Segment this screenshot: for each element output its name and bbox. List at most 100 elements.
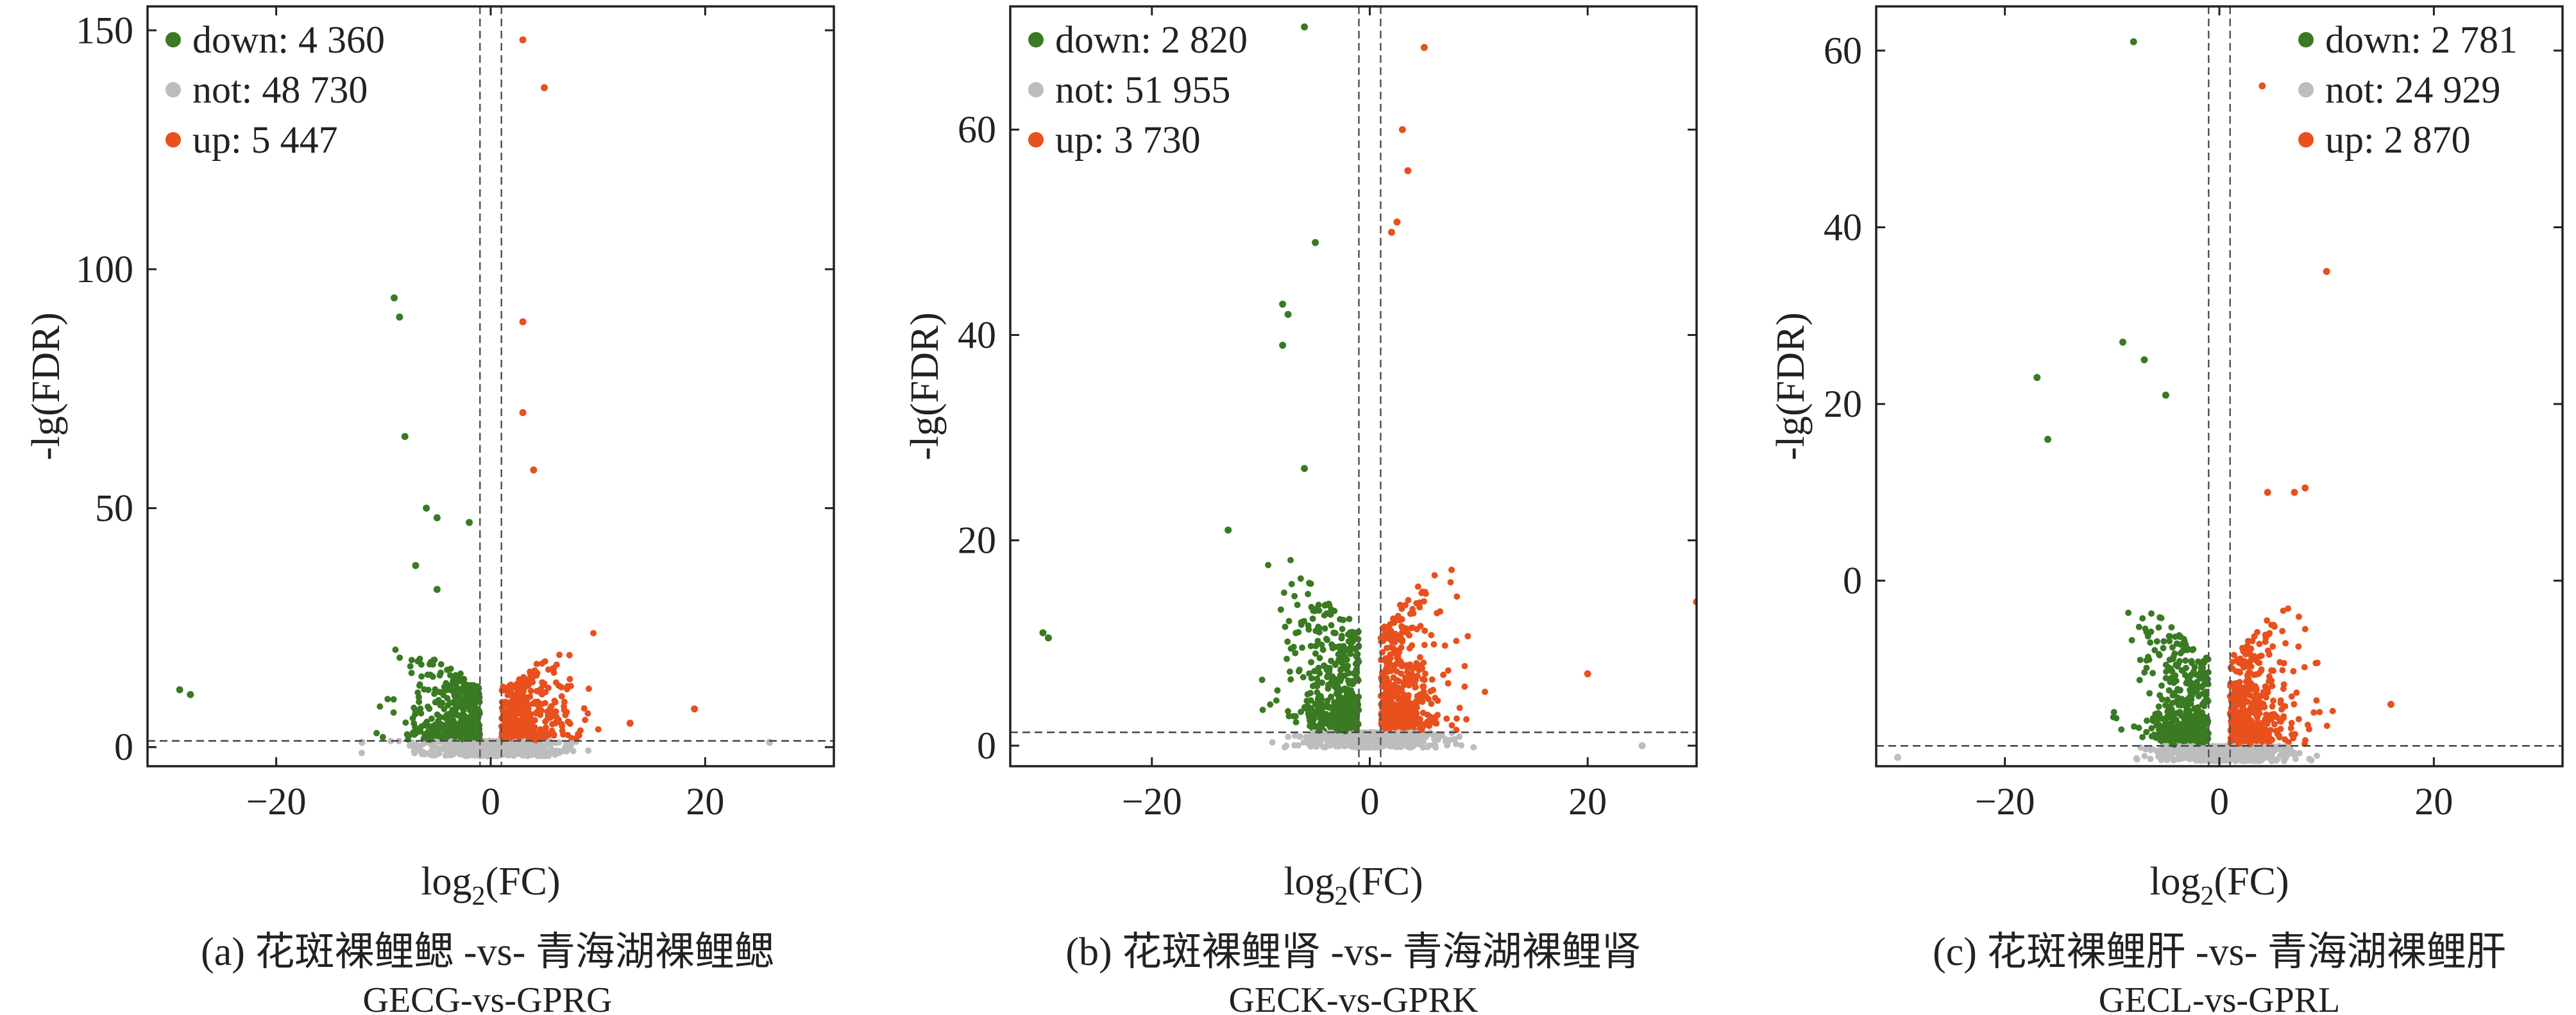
data-point-up xyxy=(2254,628,2261,635)
data-point-down xyxy=(416,682,423,689)
data-point-up xyxy=(1418,692,1425,700)
data-point-down xyxy=(2162,675,2169,682)
data-point-up xyxy=(1386,626,1393,633)
data-point-not xyxy=(1345,734,1352,741)
data-point-up xyxy=(1398,126,1406,133)
data-point-down xyxy=(1305,591,1312,598)
data-point-down xyxy=(423,505,430,512)
data-point-up xyxy=(539,682,547,689)
data-point-down xyxy=(2128,637,2135,644)
data-point-down xyxy=(405,733,412,739)
data-point-down xyxy=(1337,616,1344,623)
data-point-down xyxy=(1303,698,1310,705)
data-point-up xyxy=(558,721,565,728)
data-point-down xyxy=(471,731,478,738)
data-point-down xyxy=(1340,722,1347,729)
data-point-up xyxy=(1428,700,1435,707)
data-point-not xyxy=(541,746,547,753)
data-point-down xyxy=(425,703,431,710)
data-point-up xyxy=(1448,722,1455,729)
data-point-up xyxy=(1440,671,1447,678)
data-point-up xyxy=(563,685,570,692)
data-point-not xyxy=(521,750,528,756)
data-point-down xyxy=(2204,696,2211,703)
data-point-down xyxy=(1288,580,1295,587)
data-point-not xyxy=(1324,740,1331,747)
data-point-not xyxy=(1444,739,1451,746)
y-axis-label: -lg(FDR) xyxy=(903,312,947,460)
data-point-down xyxy=(2203,689,2210,695)
data-point-down xyxy=(1321,612,1328,619)
data-point-up xyxy=(2329,708,2336,714)
data-point-not xyxy=(1402,741,1408,748)
data-point-up xyxy=(532,737,539,744)
data-point-up xyxy=(2293,689,2300,696)
data-point-down xyxy=(433,585,441,593)
data-point-down xyxy=(1334,727,1341,734)
data-point-up xyxy=(566,720,573,727)
data-point-down xyxy=(1285,712,1292,719)
data-point-down xyxy=(454,724,461,731)
data-point-down xyxy=(446,724,453,731)
data-point-down xyxy=(1316,655,1323,662)
data-point-not xyxy=(1337,732,1344,739)
data-point-down xyxy=(2157,732,2164,739)
data-point-down xyxy=(1294,601,1301,608)
data-point-up xyxy=(626,719,634,727)
point-cloud xyxy=(358,630,602,760)
data-point-down xyxy=(2139,734,2146,741)
data-point-down xyxy=(462,731,470,738)
data-point-down xyxy=(373,730,380,737)
legend-marker-not xyxy=(165,82,181,97)
data-point-up xyxy=(2256,641,2263,648)
legend-marker-down xyxy=(1028,32,1044,47)
x-axis-label: log2(FC) xyxy=(1284,860,1423,911)
data-point-up xyxy=(1389,632,1396,639)
data-point-down xyxy=(439,689,446,696)
data-point-up xyxy=(2316,709,2323,716)
data-point-up xyxy=(539,691,545,698)
data-point-down xyxy=(2147,639,2154,646)
data-point-not xyxy=(480,752,487,759)
data-point-down xyxy=(2110,714,2117,721)
data-point-up xyxy=(2301,664,2308,671)
data-point-up xyxy=(2255,670,2262,677)
data-point-up xyxy=(527,668,534,675)
data-point-down xyxy=(1328,622,1335,629)
data-point-down xyxy=(1306,580,1313,587)
data-point-down xyxy=(433,725,440,732)
data-point-down xyxy=(1349,645,1355,651)
data-point-down xyxy=(435,697,442,703)
data-point-up xyxy=(2296,613,2302,620)
data-point-up xyxy=(2229,658,2236,666)
data-point-down xyxy=(2163,668,2170,675)
data-point-down xyxy=(1280,589,1287,596)
data-point-up xyxy=(1380,632,1387,639)
data-point-down xyxy=(1349,628,1356,635)
data-point-down xyxy=(443,680,450,687)
data-point-up xyxy=(1431,572,1438,579)
data-point-not xyxy=(2291,751,2298,759)
data-point-not xyxy=(457,750,464,757)
y-tick-label: 20 xyxy=(958,519,996,562)
data-point-down xyxy=(2190,646,2197,653)
data-point-down xyxy=(1279,300,1287,308)
data-point-down xyxy=(2148,725,2155,732)
plot-area xyxy=(1894,38,2394,764)
panel-caption: (b) 花斑裸鲤肾 -vs- 青海湖裸鲤肾 xyxy=(1065,930,1641,974)
data-point-down xyxy=(412,562,419,569)
data-point-not xyxy=(545,741,552,748)
data-point-down xyxy=(1337,666,1344,673)
data-point-not xyxy=(480,742,487,749)
data-point-down xyxy=(1039,629,1047,637)
data-point-down xyxy=(1292,630,1300,637)
data-point-down xyxy=(2199,682,2207,689)
data-point-down xyxy=(424,671,431,678)
data-point-down xyxy=(1284,310,1292,318)
data-point-not xyxy=(1364,732,1371,739)
data-point-up xyxy=(2313,697,2320,704)
data-point-up xyxy=(2301,626,2309,633)
